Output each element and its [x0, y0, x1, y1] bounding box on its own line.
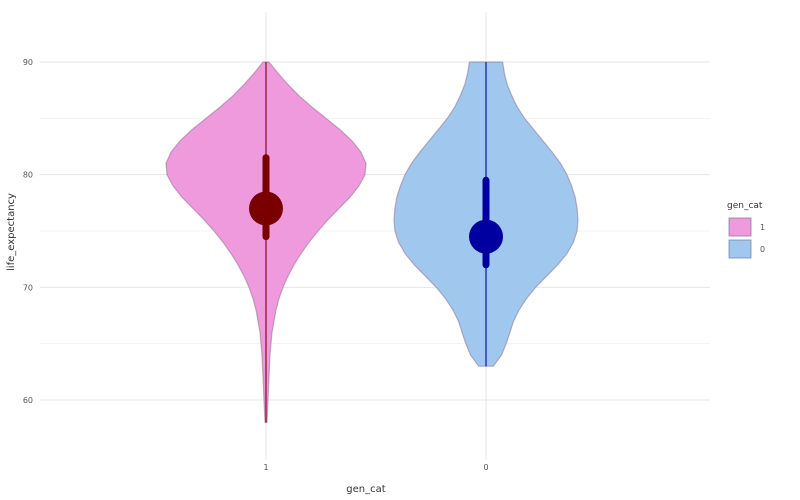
y-axis-title: life_expectancy	[6, 193, 17, 271]
point-estimate-0	[469, 219, 503, 254]
legend: gen_cat 1 0	[727, 201, 765, 259]
x-tick-label: 0	[483, 463, 488, 472]
legend-title: gen_cat	[727, 201, 763, 211]
y-tick-label: 90	[23, 58, 33, 67]
x-tick-label: 1	[263, 463, 268, 472]
grid	[40, 12, 710, 460]
legend-label: 1	[760, 223, 765, 232]
y-tick-label: 80	[23, 171, 33, 180]
legend-key-0	[728, 239, 752, 259]
y-axis: 60 70 80 90	[23, 58, 33, 405]
point-estimate-1	[249, 191, 283, 226]
y-tick-label: 70	[23, 283, 33, 292]
y-tick-label: 60	[23, 396, 33, 405]
legend-key-1	[728, 217, 752, 237]
violins	[165, 61, 579, 424]
legend-label: 0	[760, 245, 765, 254]
x-axis-title: gen_cat	[346, 484, 385, 495]
